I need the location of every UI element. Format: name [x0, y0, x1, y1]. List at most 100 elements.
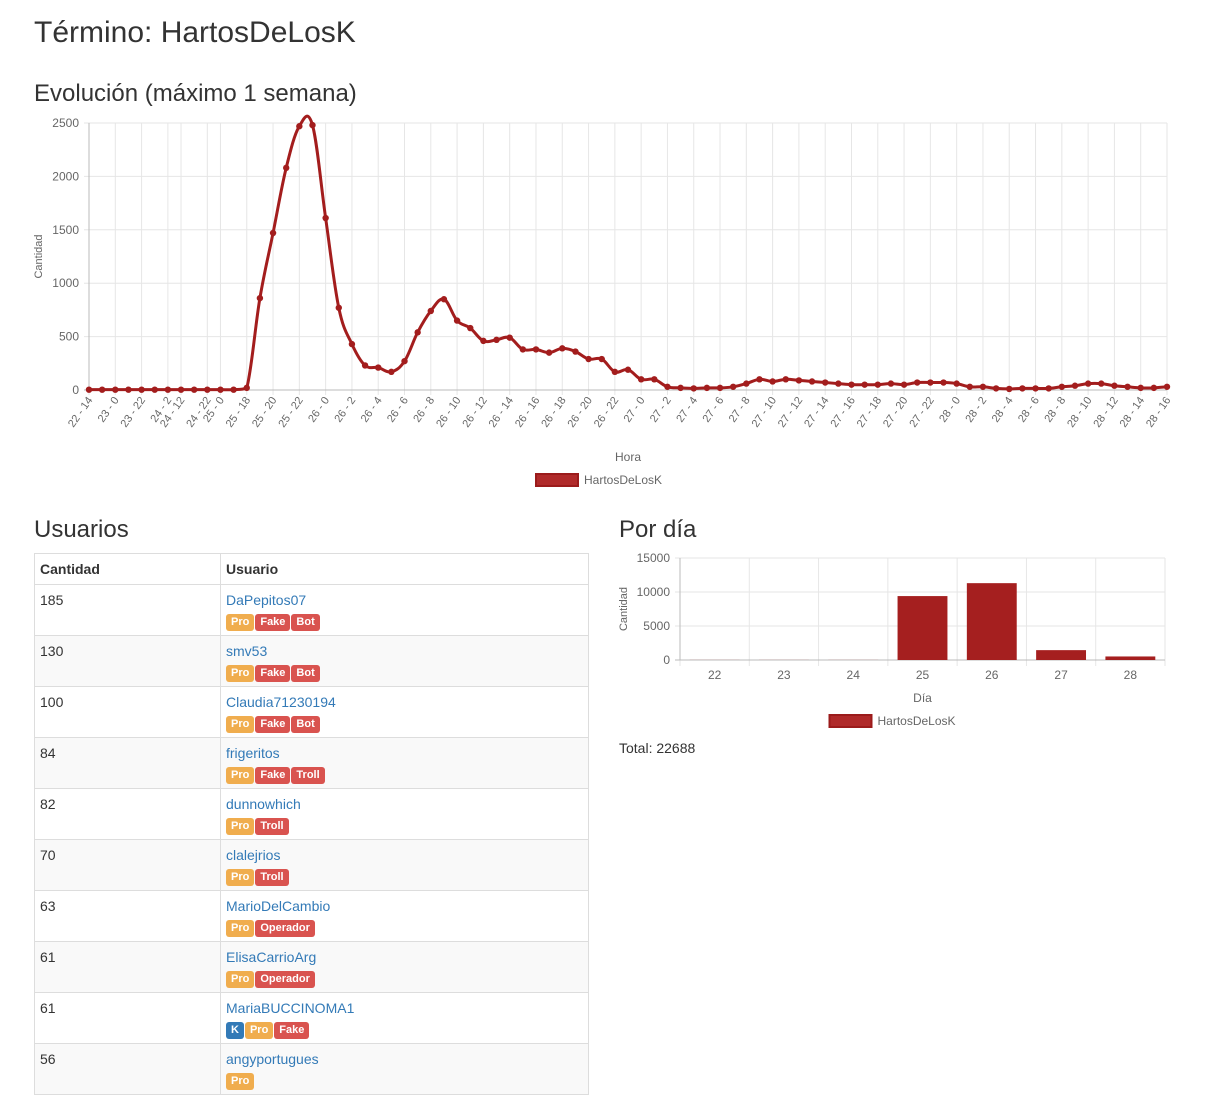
- header-cantidad: Cantidad: [34, 553, 221, 585]
- user-link[interactable]: MariaBUCCINOMA1: [226, 1000, 355, 1016]
- x-tick-label: 27 - 12: [776, 395, 805, 430]
- user-cell: ElisaCarrioArg Pro Operador: [220, 941, 589, 993]
- data-point: [848, 381, 855, 388]
- data-point: [782, 376, 789, 383]
- x-tick-label: 26: [985, 668, 999, 682]
- data-point: [440, 296, 448, 303]
- badge-fake: Fake: [255, 665, 291, 682]
- badge-k: K: [226, 1022, 244, 1039]
- data-point: [125, 386, 132, 393]
- user-badges: K Pro Fake: [226, 1020, 583, 1039]
- user-count: 63: [40, 898, 56, 914]
- user-link[interactable]: dunnowhich: [226, 796, 301, 812]
- x-tick-label: 26 - 14: [487, 395, 516, 430]
- x-tick-label: 28 - 6: [1016, 395, 1042, 425]
- x-tick-label: 27 - 16: [828, 395, 857, 430]
- user-badges: Pro Fake Bot: [226, 663, 583, 682]
- user-badges: Pro Operador: [226, 969, 583, 988]
- y-tick-label: 5000: [643, 619, 670, 633]
- user-link[interactable]: frigeritos: [226, 745, 280, 761]
- badge-fake: Fake: [255, 716, 291, 733]
- data-point: [480, 337, 487, 345]
- user-cell: frigeritos Pro Fake Troll: [220, 737, 589, 789]
- data-point: [940, 379, 947, 386]
- x-tick-label: 27: [1054, 668, 1068, 682]
- data-point: [375, 364, 382, 371]
- data-point: [572, 348, 579, 355]
- badge-fake: Fake: [255, 614, 291, 631]
- data-point: [414, 329, 421, 336]
- data-point: [243, 384, 250, 392]
- data-point: [598, 355, 605, 363]
- data-point: [953, 380, 960, 387]
- user-count: 84: [40, 745, 56, 761]
- data-point: [1150, 384, 1158, 392]
- data-point: [795, 377, 803, 384]
- user-link[interactable]: MarioDelCambio: [226, 898, 331, 914]
- user-cell: MariaBUCCINOMA1 K Pro Fake: [220, 992, 589, 1044]
- user-link[interactable]: angyportugues: [226, 1051, 319, 1067]
- data-point: [900, 381, 908, 388]
- x-tick-label: 28: [1124, 668, 1138, 682]
- data-point: [624, 366, 632, 373]
- x-tick-label: 22: [708, 668, 722, 682]
- count-cell: 56: [34, 1043, 221, 1095]
- count-cell: 185: [34, 584, 221, 636]
- user-count: 82: [40, 796, 56, 812]
- data-point: [821, 379, 829, 386]
- data-point: [427, 307, 435, 315]
- y-tick-label: 15000: [637, 551, 671, 565]
- data-point: [690, 385, 697, 392]
- x-tick-label: 23 - 0: [96, 395, 122, 425]
- users-table: Cantidad Usuario 185 DaPepitos07 Pro Fake Bo…: [34, 553, 589, 1095]
- user-link[interactable]: ElisaCarrioArg: [226, 949, 317, 965]
- table-row: 185 DaPepitos07 Pro Fake Bot: [34, 584, 589, 636]
- table-row: 70 clalejrios Pro Troll: [34, 839, 589, 891]
- data-point: [506, 334, 513, 341]
- user-count: 70: [40, 847, 56, 863]
- user-link[interactable]: Claudia71230194: [226, 694, 336, 710]
- x-tick-label: 23: [777, 668, 791, 682]
- x-tick-label: 27 - 10: [750, 395, 779, 430]
- data-point: [1045, 385, 1052, 392]
- table-row: 100 Claudia71230194 Pro Fake Bot: [34, 686, 589, 738]
- x-tick-label: 26 - 20: [566, 395, 595, 430]
- user-link[interactable]: smv53: [226, 643, 268, 659]
- badge-pro: Pro: [226, 665, 255, 682]
- x-tick-label: 27 - 4: [674, 395, 700, 425]
- data-point: [545, 349, 553, 356]
- data-point: [559, 345, 566, 352]
- x-axis-title: Hora: [615, 450, 641, 464]
- data-point: [677, 384, 684, 392]
- x-tick-label: 22 - 14: [66, 395, 95, 430]
- badge-troll: Troll: [255, 869, 289, 886]
- table-row: 63 MarioDelCambio Pro Operador: [34, 890, 589, 942]
- x-tick-label: 28 - 2: [963, 395, 989, 425]
- badge-pro: Pro: [244, 1022, 274, 1039]
- user-badges: Pro Fake Bot: [226, 612, 583, 631]
- data-point: [835, 380, 842, 387]
- x-tick-label: 27 - 20: [881, 395, 910, 430]
- data-point: [979, 383, 987, 390]
- badge-pro: Pro: [226, 1073, 255, 1090]
- x-tick-label: 26 - 6: [385, 395, 411, 425]
- data-point: [296, 123, 303, 130]
- badge-pro: Pro: [226, 767, 255, 784]
- data-point: [138, 386, 145, 393]
- data-point: [1006, 385, 1013, 393]
- user-count: 61: [40, 1000, 56, 1016]
- count-cell: 130: [34, 635, 221, 687]
- user-link[interactable]: clalejrios: [226, 847, 281, 863]
- x-tick-label: 27 - 0: [622, 395, 648, 425]
- user-link[interactable]: DaPepitos07: [226, 592, 307, 608]
- data-point: [729, 383, 737, 390]
- data-point: [98, 386, 106, 393]
- bar-27: [1036, 650, 1087, 660]
- data-point: [230, 386, 237, 393]
- x-tick-label: 28 - 4: [990, 395, 1016, 425]
- y-axis-title: Cantidad: [33, 234, 45, 278]
- user-badges: Pro Fake Troll: [226, 765, 583, 784]
- badge-pro: Pro: [226, 716, 255, 733]
- badge-troll: Troll: [255, 818, 289, 835]
